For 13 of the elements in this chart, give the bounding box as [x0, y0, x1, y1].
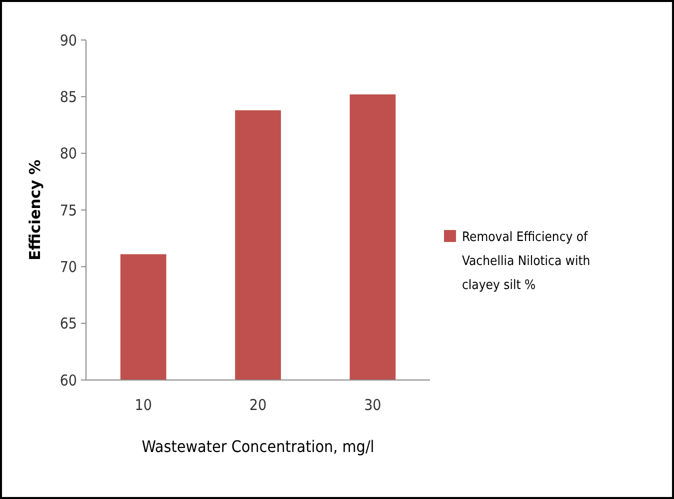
y-axis-title: Efficiency % — [26, 160, 44, 260]
y-tick-label: 60 — [60, 371, 77, 390]
x-tick-label: 10 — [134, 396, 152, 414]
legend-label: Removal Efficiency of Vachellia Nilotica with clayey silt % — [462, 230, 590, 293]
y-tick-label: 75 — [60, 201, 77, 220]
x-tick-label: 20 — [249, 396, 267, 414]
y-tick-label: 85 — [60, 88, 77, 106]
x-tick-label: 30 — [364, 396, 382, 414]
y-tick-label: 80 — [60, 144, 77, 163]
y-tick-label: 70 — [60, 258, 77, 276]
y-tick-label: 90 — [60, 31, 77, 50]
y-tick-label: 65 — [60, 314, 77, 333]
x-axis-title: Wastewater Concentration, mg/l — [142, 437, 374, 456]
